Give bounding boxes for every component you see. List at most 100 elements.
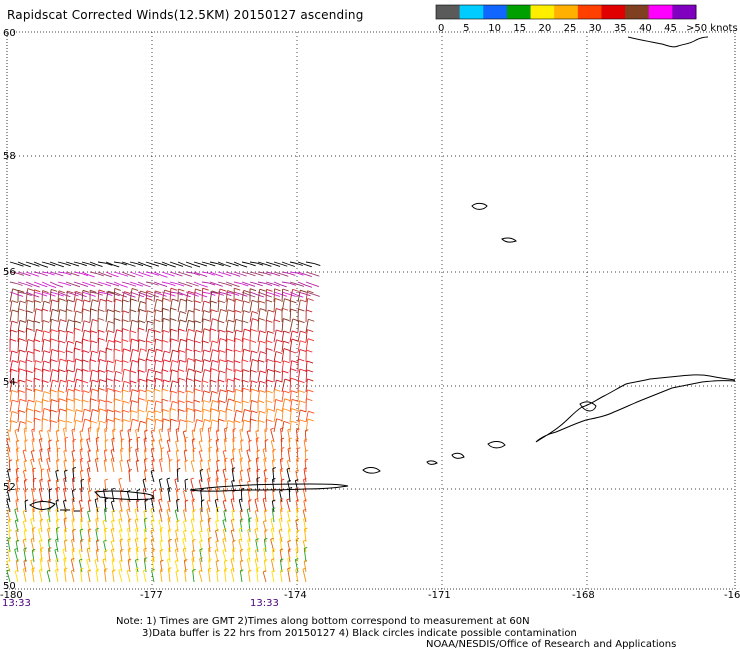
wind-barb [249, 369, 257, 383]
wind-barb [217, 338, 227, 353]
wind-barb [241, 419, 250, 433]
wind-barb [224, 568, 228, 583]
wind-barb [129, 338, 138, 353]
coast-aleutians-rat [93, 490, 154, 500]
wind-barb [185, 420, 194, 433]
colorbar-tick-label: 15 [513, 23, 526, 34]
lon-label: -16 [724, 590, 740, 601]
wind-barb [161, 281, 176, 287]
wind-barb [23, 567, 27, 583]
wind-barb [144, 499, 149, 513]
wind-barb [14, 569, 19, 583]
wind-barb [129, 309, 137, 323]
wind-barb [9, 309, 19, 323]
wind-barb [153, 330, 161, 343]
wind-barb [113, 318, 121, 333]
wind-barb [137, 378, 146, 393]
wind-barb [105, 320, 115, 333]
wind-barb [166, 558, 171, 573]
wind-barb [105, 409, 114, 423]
wind-barb [177, 298, 187, 313]
wind-barb [215, 439, 220, 453]
wind-barb [270, 517, 275, 533]
wind-barb [265, 368, 274, 383]
wind-barb [78, 499, 83, 513]
wind-barb [49, 338, 57, 353]
wind-barb [105, 418, 114, 433]
wind-barb [182, 537, 187, 553]
wind-barb [158, 498, 163, 513]
wind-barb [9, 350, 18, 363]
wind-barb [241, 379, 249, 393]
lon-label: -180 [0, 590, 23, 601]
wind-barb [281, 378, 291, 393]
wind-barb [87, 510, 91, 523]
wind-barb [305, 378, 314, 393]
wind-barb [39, 518, 44, 533]
wind-barb [135, 428, 139, 443]
wind-barb [65, 350, 73, 363]
wind-barb [73, 271, 89, 277]
wind-barb [248, 499, 252, 513]
colorbar-tick-label: 30 [589, 23, 602, 34]
wind-barb [305, 338, 315, 353]
wind-barb [150, 469, 155, 483]
wind-barb [81, 399, 89, 413]
wind-barb [121, 368, 131, 383]
wind-barb [296, 447, 301, 463]
wind-barb [161, 271, 175, 277]
wind-barb [305, 360, 314, 373]
wind-barb [273, 351, 283, 363]
wind-barb [272, 467, 276, 483]
wind-barb [270, 558, 275, 573]
wind-barb [287, 539, 291, 553]
wind-barb [121, 299, 129, 313]
wind-barb [183, 489, 187, 503]
wind-barb [264, 439, 269, 453]
wind-barb [105, 330, 115, 343]
wind-barb [55, 538, 59, 553]
wind-barb [89, 398, 97, 413]
wind-barb [289, 281, 305, 287]
wind-barb [72, 528, 76, 543]
wind-barb [254, 509, 259, 523]
wind-barb [273, 418, 283, 433]
wind-barb [78, 558, 83, 573]
wind-barb [81, 380, 89, 393]
wind-barb [47, 538, 52, 553]
wind-barb [217, 288, 227, 303]
wind-barb [271, 507, 276, 523]
wind-barb [225, 348, 233, 363]
wind-barb [142, 478, 147, 493]
wind-barb [153, 338, 162, 353]
wind-barb [302, 539, 307, 553]
wind-barb [65, 281, 81, 288]
wind-barb [73, 347, 81, 363]
wind-barb [105, 281, 120, 287]
wind-barb [230, 529, 235, 543]
wind-barb [30, 458, 35, 473]
wind-barb [49, 271, 64, 277]
wind-barb [209, 261, 224, 267]
wind-barb [297, 281, 313, 288]
wind-barb [9, 271, 25, 276]
wind-barb [9, 380, 18, 393]
wind-barb [273, 399, 282, 413]
wind-barb [126, 569, 131, 583]
wind-barb [49, 308, 59, 323]
wind-barb [121, 339, 129, 353]
wind-barb [215, 560, 220, 573]
wind-barb [17, 329, 25, 343]
wind-barb [46, 518, 51, 533]
wind-barb [289, 291, 304, 298]
wind-barb [9, 338, 17, 353]
wind-barb [217, 261, 231, 268]
wind-barb [232, 437, 236, 453]
wind-barb [249, 281, 263, 287]
colorbar-tick-label: 25 [564, 23, 577, 34]
wind-barb [286, 498, 291, 513]
wind-barb [287, 567, 291, 583]
wind-barb [89, 289, 97, 303]
wind-barb [175, 427, 180, 443]
wind-barb [254, 528, 259, 543]
